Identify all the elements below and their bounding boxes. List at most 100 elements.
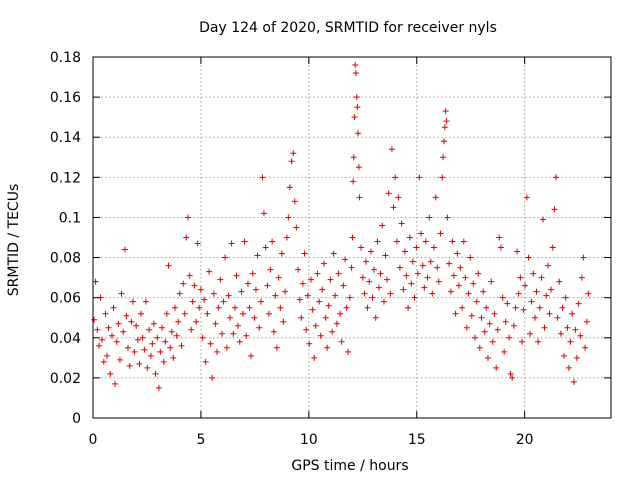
data-point xyxy=(131,348,138,355)
data-point xyxy=(369,294,376,301)
data-point xyxy=(215,304,222,311)
data-point xyxy=(330,250,337,257)
data-point xyxy=(116,356,123,363)
data-point xyxy=(432,194,439,201)
data-point xyxy=(572,326,579,333)
data-point xyxy=(359,274,366,281)
data-point xyxy=(443,118,450,125)
data-point xyxy=(260,210,267,217)
data-point xyxy=(528,298,535,305)
data-point xyxy=(356,194,363,201)
data-point xyxy=(256,324,263,331)
data-point xyxy=(312,322,319,329)
data-point xyxy=(435,278,442,285)
data-point xyxy=(352,70,359,77)
data-point xyxy=(405,304,412,311)
data-point xyxy=(225,292,232,299)
data-point xyxy=(390,204,397,211)
data-point xyxy=(136,360,143,367)
data-point xyxy=(354,104,361,111)
y-tick-label: 0.02 xyxy=(50,371,81,387)
data-point xyxy=(327,276,334,283)
data-point xyxy=(449,238,456,245)
data-point xyxy=(349,234,356,241)
data-point xyxy=(355,130,362,137)
data-point xyxy=(181,310,188,317)
data-point xyxy=(283,234,290,241)
data-point xyxy=(197,286,204,293)
data-point xyxy=(440,154,447,161)
data-point xyxy=(133,322,140,329)
chart-title: Day 124 of 2020, SRMTID for receiver nyl… xyxy=(199,20,497,36)
data-point xyxy=(91,316,98,323)
data-point xyxy=(565,364,572,371)
data-point xyxy=(540,216,547,223)
data-point xyxy=(361,290,368,297)
data-point xyxy=(352,62,359,69)
data-point xyxy=(199,334,206,341)
data-point xyxy=(366,278,373,285)
data-point xyxy=(547,286,554,293)
data-point xyxy=(444,214,451,221)
data-point xyxy=(139,334,146,341)
data-point xyxy=(301,250,308,257)
data-point xyxy=(194,240,201,247)
y-tick-label: 0 xyxy=(72,411,81,427)
data-point xyxy=(578,274,585,281)
data-point xyxy=(188,326,195,333)
data-point xyxy=(468,312,475,319)
data-point xyxy=(519,338,526,345)
data-point xyxy=(465,290,472,297)
data-point xyxy=(398,220,405,227)
data-point xyxy=(462,274,469,281)
data-point xyxy=(486,320,493,327)
y-tick-label: 0.08 xyxy=(50,251,81,267)
data-point xyxy=(212,320,219,327)
data-point xyxy=(580,254,587,261)
data-point xyxy=(532,314,539,321)
data-point xyxy=(351,114,358,121)
data-point xyxy=(358,244,365,251)
data-point xyxy=(232,304,239,311)
data-point xyxy=(291,198,298,205)
data-point xyxy=(452,310,459,317)
data-point xyxy=(564,324,571,331)
data-point xyxy=(337,310,344,317)
data-point xyxy=(244,280,251,287)
data-point xyxy=(426,214,433,221)
data-point xyxy=(510,322,517,329)
data-point xyxy=(382,252,389,259)
data-point xyxy=(270,328,277,335)
data-point xyxy=(113,338,120,345)
x-tick-label: 0 xyxy=(89,432,98,448)
data-point xyxy=(227,314,234,321)
data-point xyxy=(235,322,242,329)
data-point xyxy=(316,298,323,305)
data-point xyxy=(160,358,167,365)
data-point xyxy=(204,310,211,317)
data-point xyxy=(421,284,428,291)
data-point xyxy=(437,230,444,237)
data-point xyxy=(475,270,482,277)
data-point xyxy=(460,238,467,245)
data-point xyxy=(570,378,577,385)
data-point xyxy=(454,250,461,257)
data-point xyxy=(504,300,511,307)
data-point xyxy=(233,272,240,279)
data-point xyxy=(345,348,352,355)
data-point xyxy=(440,138,447,145)
data-point xyxy=(350,154,357,161)
data-point xyxy=(556,278,563,285)
data-point xyxy=(180,280,187,287)
x-axis-label: GPS time / hours xyxy=(291,458,408,474)
data-point xyxy=(515,290,522,297)
data-point xyxy=(207,340,214,347)
data-point xyxy=(285,214,292,221)
data-point xyxy=(329,328,336,335)
data-point xyxy=(374,238,381,245)
data-point xyxy=(375,284,382,291)
data-point xyxy=(296,296,303,303)
data-point xyxy=(577,332,584,339)
data-point xyxy=(522,282,529,289)
data-point xyxy=(383,276,390,283)
